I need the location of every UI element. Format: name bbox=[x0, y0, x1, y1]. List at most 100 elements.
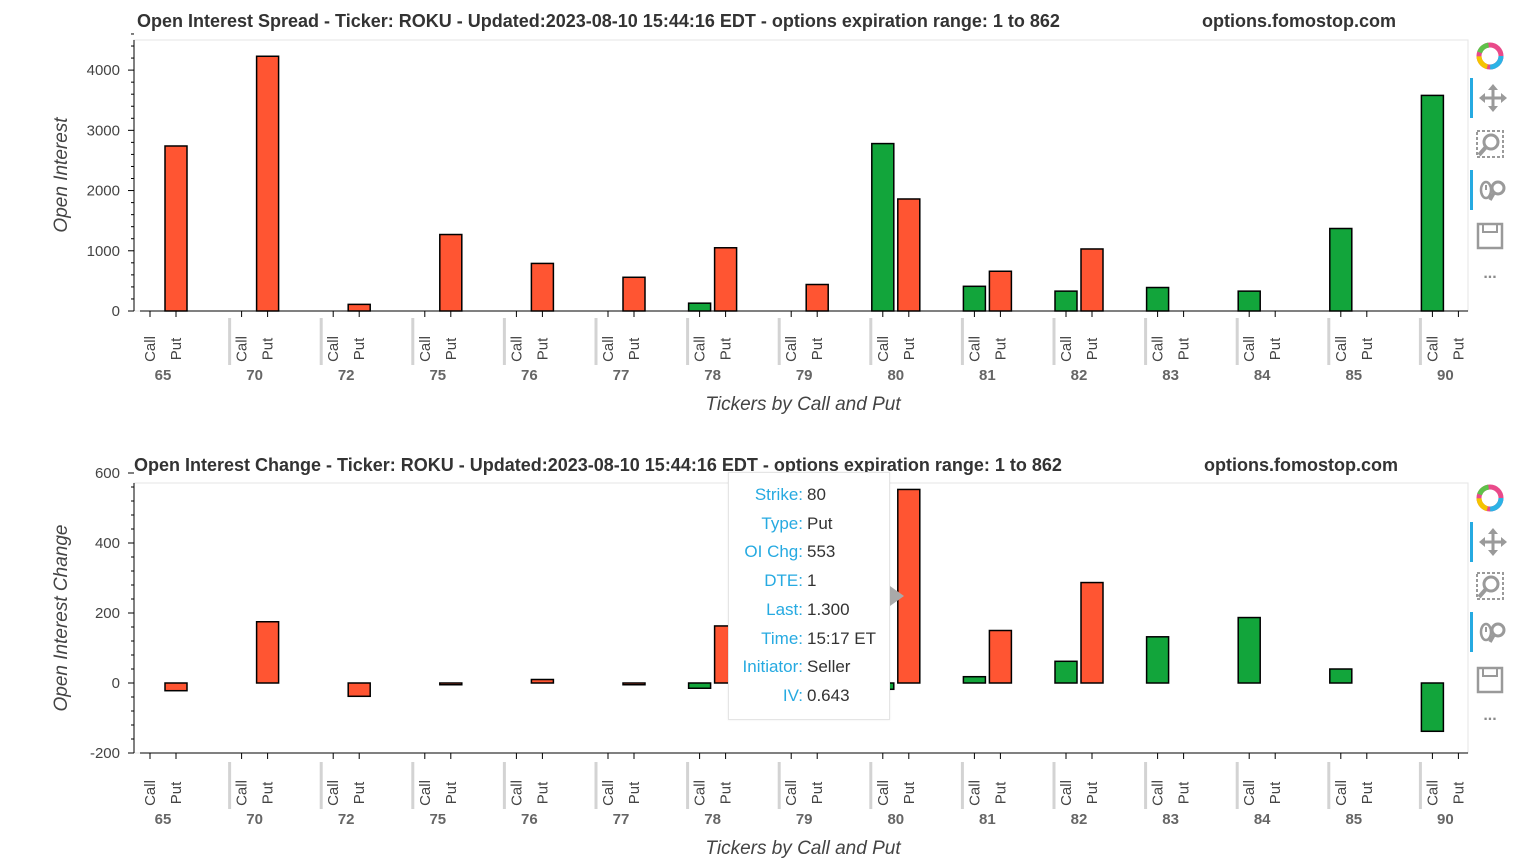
tooltip-arrow-icon bbox=[890, 586, 904, 606]
put-bar bbox=[164, 145, 188, 312]
more-icon[interactable]: ... bbox=[1470, 254, 1510, 294]
tooltip-key: Initiator: bbox=[742, 657, 803, 677]
call-bar bbox=[1237, 616, 1261, 684]
x-group-label: 72 bbox=[338, 811, 355, 828]
tooltip-row: DTE: 1 bbox=[729, 571, 889, 595]
tooltip-key: Time: bbox=[761, 628, 803, 648]
x-tick-label: Call bbox=[966, 336, 983, 362]
x-group-label: 80 bbox=[887, 811, 904, 828]
plot-frame bbox=[133, 39, 1469, 312]
x-group-label: 80 bbox=[887, 367, 904, 384]
put-bar bbox=[897, 198, 921, 312]
open-interest-chart: Open Interest Spread - Ticker: ROKU - Up… bbox=[51, 11, 1469, 415]
y-tick-label: 2000 bbox=[87, 183, 120, 200]
wheel-zoom-icon[interactable] bbox=[1470, 612, 1513, 652]
call-bar bbox=[1054, 290, 1078, 312]
put-bar bbox=[988, 629, 1013, 684]
x-group-label: 76 bbox=[521, 811, 538, 828]
x-tick-label: Put bbox=[1176, 781, 1193, 804]
x-group-label: 78 bbox=[704, 367, 721, 384]
x-tick-label: Call bbox=[600, 336, 617, 362]
save-icon[interactable] bbox=[1470, 216, 1510, 256]
put-bar bbox=[439, 682, 463, 686]
tooltip-row: Type: Put bbox=[729, 514, 889, 538]
pan-icon[interactable] bbox=[1470, 522, 1513, 562]
x-tick-label: Put bbox=[534, 337, 551, 360]
put-bar bbox=[622, 682, 646, 686]
x-tick-label: Put bbox=[1450, 337, 1467, 360]
x-tick-label: Put bbox=[992, 337, 1009, 360]
chart-title: Open Interest Change - Ticker: ROKU - Up… bbox=[134, 455, 1062, 475]
tooltip-key: Type: bbox=[761, 513, 803, 533]
x-tick-label: Call bbox=[1333, 780, 1350, 806]
pan-icon[interactable] bbox=[1470, 78, 1513, 118]
x-tick-label: Put bbox=[718, 781, 735, 804]
x-group-label: 70 bbox=[246, 367, 263, 384]
put-bar bbox=[347, 303, 371, 312]
tooltip-value: 80 bbox=[807, 485, 826, 504]
tooltip-row: IV: 0.643 bbox=[729, 686, 889, 710]
x-tick-label: Call bbox=[1150, 336, 1167, 362]
y-tick-label: 1000 bbox=[87, 243, 120, 260]
x-group-label: 77 bbox=[613, 367, 630, 384]
x-group-label: 82 bbox=[1071, 811, 1088, 828]
x-tick-label: Call bbox=[1150, 780, 1167, 806]
tooltip-value: 1 bbox=[807, 571, 817, 591]
x-tick-label: Call bbox=[508, 336, 525, 362]
put-bar bbox=[255, 55, 280, 312]
x-tick-label: Put bbox=[168, 337, 185, 360]
x-tick-label: Put bbox=[260, 781, 277, 804]
bokeh-logo-icon[interactable] bbox=[1470, 478, 1510, 518]
tooltip-key: Last: bbox=[766, 599, 803, 619]
call-bar bbox=[871, 142, 895, 312]
x-group-label: 79 bbox=[796, 811, 813, 828]
tooltip-value: 0.643 bbox=[807, 685, 850, 705]
x-tick-label: Put bbox=[1084, 337, 1101, 360]
more-label: ... bbox=[1483, 265, 1497, 282]
put-bar bbox=[713, 247, 738, 312]
x-tick-label: Call bbox=[234, 780, 251, 806]
x-tick-label: Call bbox=[1424, 336, 1441, 362]
wheel-zoom-icon[interactable] bbox=[1470, 170, 1513, 210]
call-bar bbox=[1237, 290, 1261, 312]
y-tick-label: 4000 bbox=[87, 62, 120, 79]
tooltip-value: 553 bbox=[807, 542, 836, 562]
box-zoom-icon[interactable] bbox=[1470, 124, 1510, 164]
x-tick-label: Call bbox=[417, 336, 434, 362]
bokeh-logo-icon[interactable] bbox=[1470, 36, 1510, 76]
call-bar bbox=[1054, 660, 1078, 684]
x-tick-label: Call bbox=[325, 780, 342, 806]
x-tick-label: Call bbox=[1333, 336, 1350, 362]
tooltip-value: Seller bbox=[807, 657, 851, 677]
x-group-label: 76 bbox=[521, 367, 538, 384]
tooltip-key: OI Chg: bbox=[744, 542, 803, 562]
x-tick-label: Call bbox=[1424, 780, 1441, 806]
tooltip-row: OI Chg: 553 bbox=[729, 542, 889, 566]
x-group-label: 65 bbox=[155, 811, 172, 828]
call-bar bbox=[962, 285, 987, 312]
x-tick-label: Put bbox=[443, 781, 460, 804]
call-bar bbox=[687, 682, 712, 689]
box-zoom-icon[interactable] bbox=[1470, 566, 1510, 606]
x-tick-label: Put bbox=[809, 337, 826, 360]
tooltip-key: IV: bbox=[782, 685, 803, 705]
x-tick-label: Put bbox=[992, 781, 1009, 804]
y-tick-label: 3000 bbox=[87, 122, 120, 139]
call-bar bbox=[1420, 94, 1445, 312]
tooltip-key: Strike: bbox=[754, 485, 803, 504]
y-tick-label: 0 bbox=[112, 675, 120, 692]
put-bar bbox=[347, 682, 371, 698]
x-group-label: 84 bbox=[1254, 811, 1271, 828]
put-bar bbox=[164, 682, 188, 692]
open-interest-change-chart: Open Interest Change - Ticker: ROKU - Up… bbox=[51, 455, 1469, 859]
x-tick-label: Put bbox=[351, 781, 368, 804]
save-icon[interactable] bbox=[1470, 660, 1510, 700]
x-tick-label: Put bbox=[1359, 337, 1376, 360]
more-icon[interactable]: ... bbox=[1470, 696, 1510, 736]
x-group-label: 83 bbox=[1162, 367, 1179, 384]
call-bar bbox=[962, 675, 987, 684]
tooltip-row: Initiator: Seller bbox=[729, 657, 889, 681]
x-tick-label: Put bbox=[443, 337, 460, 360]
put-bar bbox=[1080, 581, 1104, 684]
